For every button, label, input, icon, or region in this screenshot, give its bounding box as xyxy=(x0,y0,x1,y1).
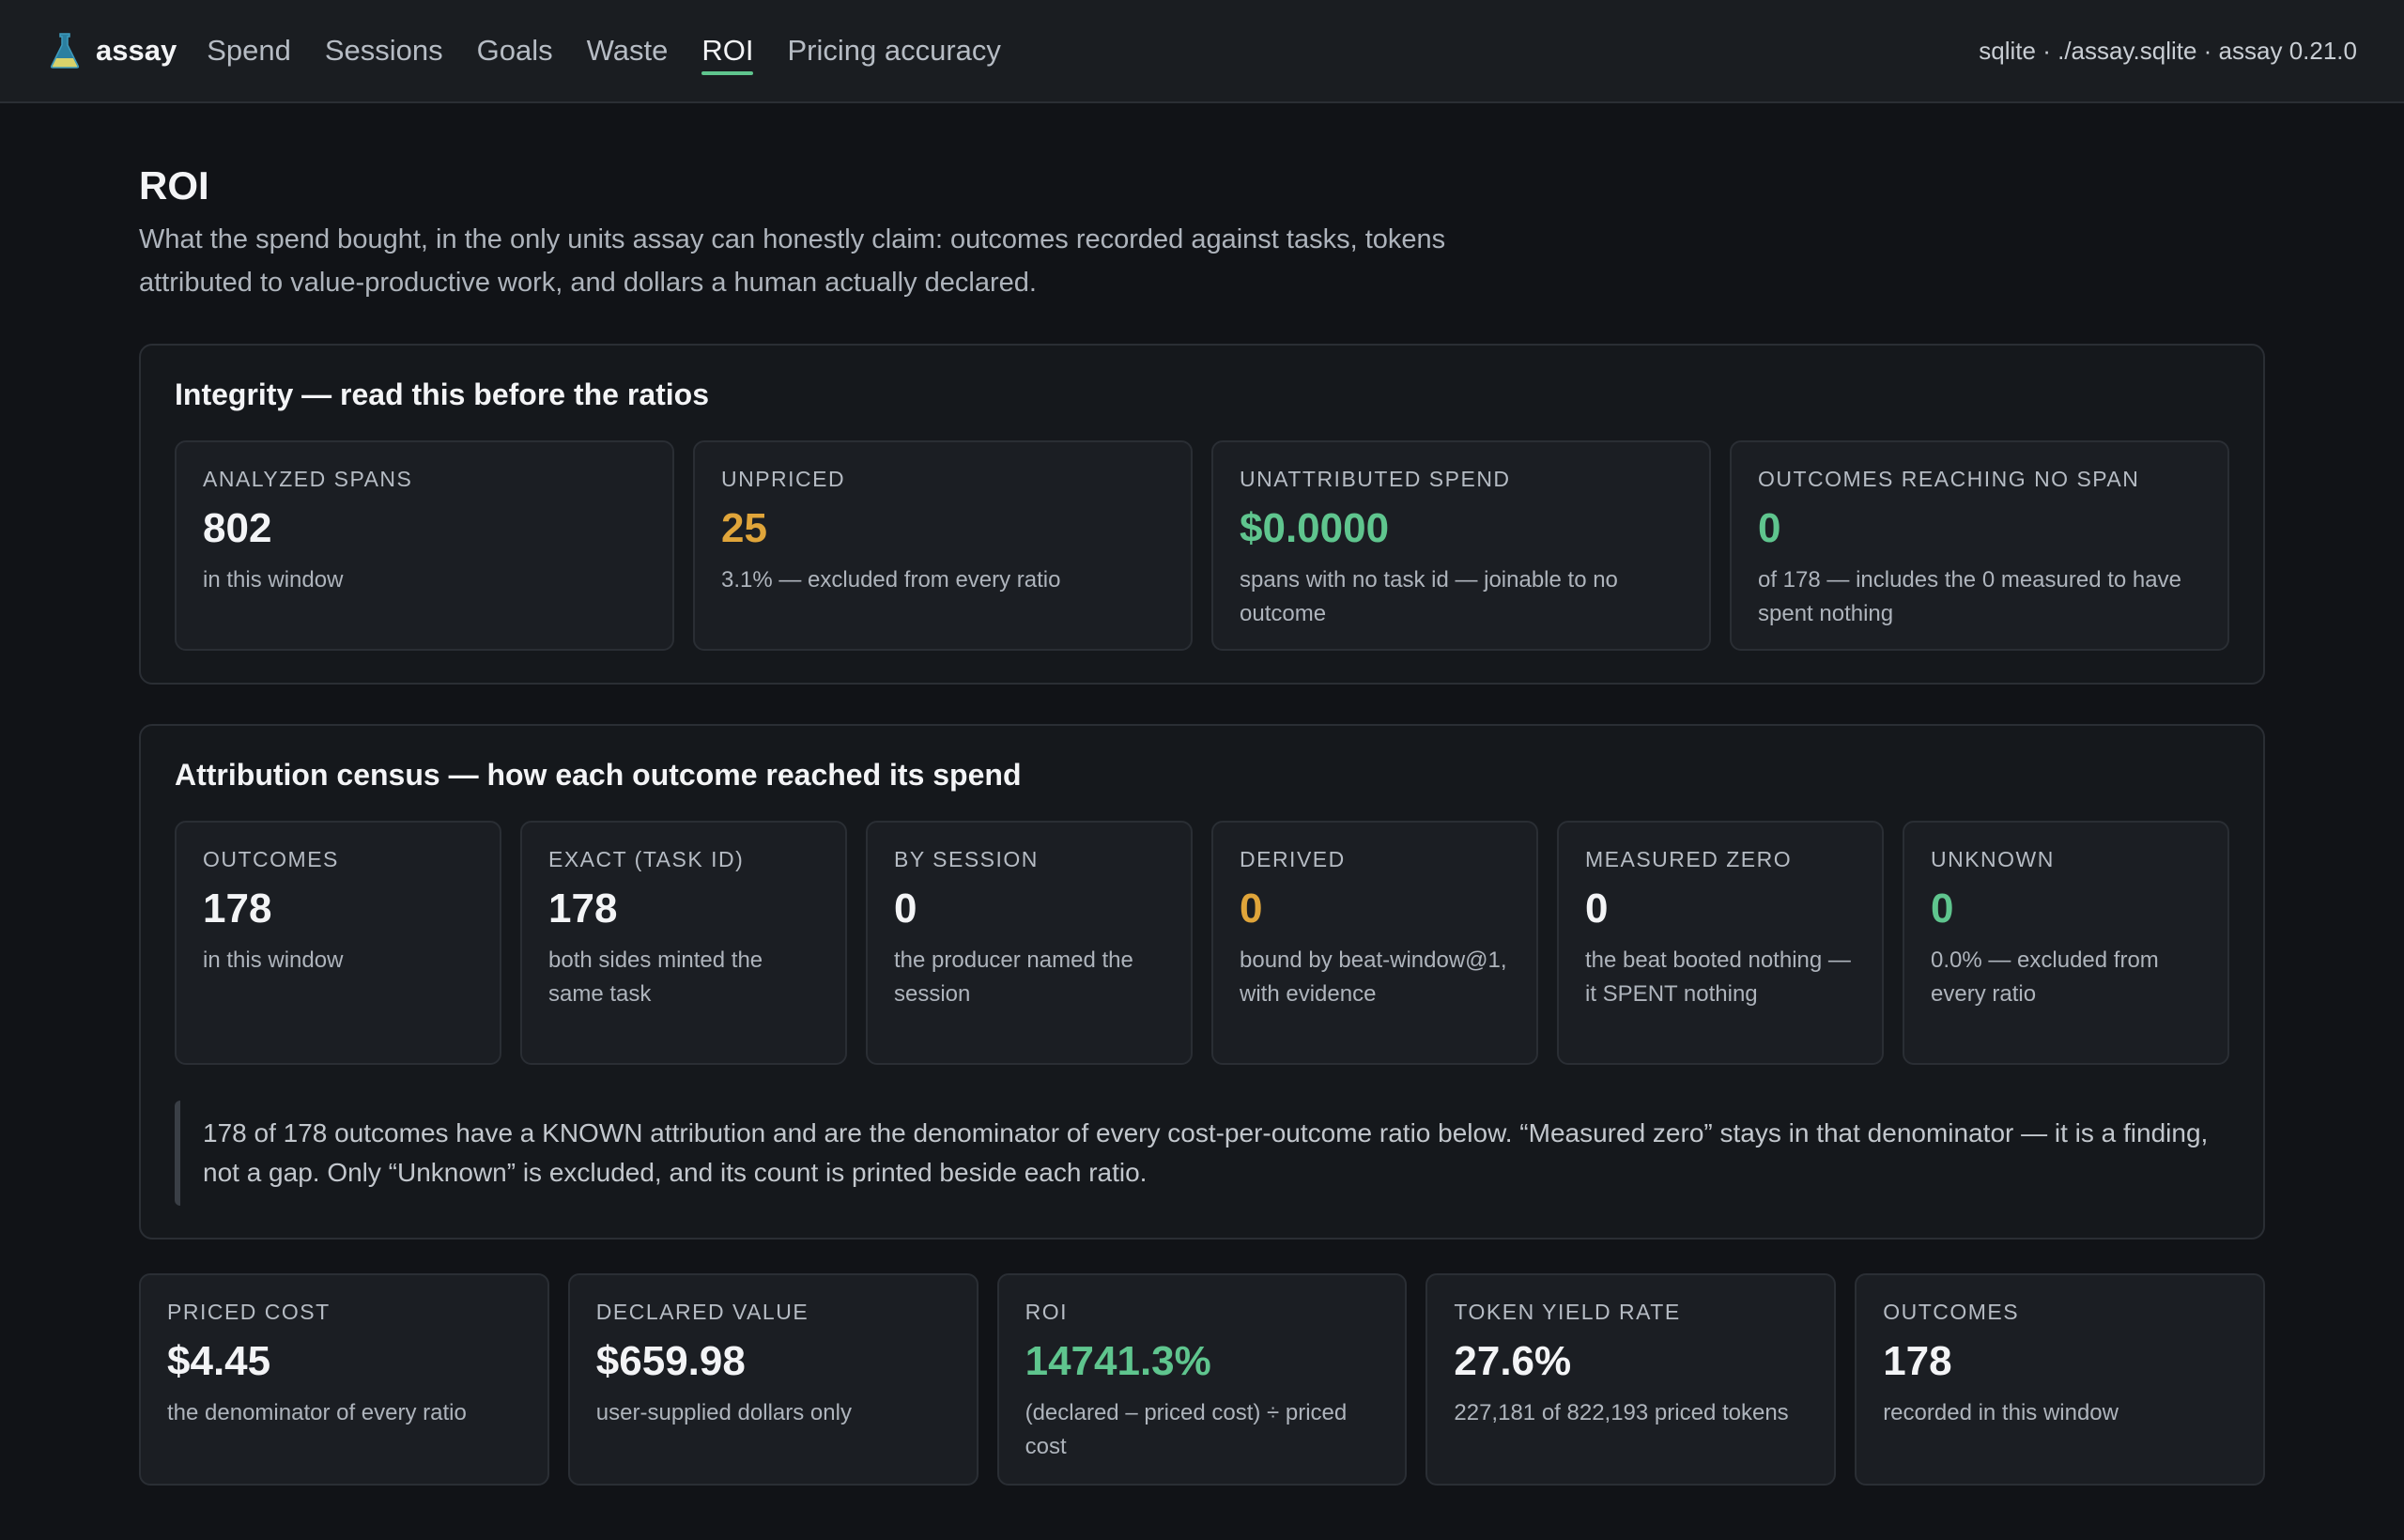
card-note: the denominator of every ratio xyxy=(167,1400,467,1425)
census-explanation-callout: 178 of 178 outcomes have a KNOWN attribu… xyxy=(175,1101,2229,1206)
stat-card-token-yield-rate: TOKEN YIELD RATE 27.6% 227,181 of 822,19… xyxy=(1425,1273,1837,1486)
card-value: 178 xyxy=(203,886,272,932)
card-label: TOKEN YIELD RATE xyxy=(1454,1300,1681,1324)
card-label: OUTCOMES xyxy=(203,847,339,871)
card-label: UNPRICED xyxy=(721,467,846,491)
stat-card-by-session: BY SESSION 0 the producer named the sess… xyxy=(866,821,1193,1065)
main-content: ROI What the spend bought, in the only u… xyxy=(0,163,2404,1486)
card-note: in this window xyxy=(203,567,344,593)
card-note: recorded in this window xyxy=(1883,1400,2119,1425)
card-label: BY SESSION xyxy=(894,847,1039,871)
card-value: 178 xyxy=(548,886,618,932)
card-label: OUTCOMES REACHING NO SPAN xyxy=(1758,467,2140,491)
stat-card-roi: ROI 14741.3% (declared – priced cost) ÷ … xyxy=(996,1273,1408,1486)
card-note: spans with no task id — joinable to no o… xyxy=(1240,567,1618,626)
attribution-census-panel: Attribution census — how each outcome re… xyxy=(139,724,2265,1240)
card-value: 0 xyxy=(1758,505,1781,551)
card-note: 0.0% — excluded from every ratio xyxy=(1931,947,2159,1007)
roi-summary-cards: PRICED COST $4.45 the denominator of eve… xyxy=(139,1273,2265,1486)
nav-waste[interactable]: Waste xyxy=(586,34,669,67)
card-value: 0 xyxy=(1585,886,1609,932)
stat-card-measured-zero: MEASURED ZERO 0 the beat booted nothing … xyxy=(1557,821,1884,1065)
nav-pricing-accuracy[interactable]: Pricing accuracy xyxy=(787,34,1001,67)
stat-card-unpriced: UNPRICED 25 3.1% — excluded from every r… xyxy=(693,440,1193,651)
page-subtitle: What the spend bought, in the only units… xyxy=(139,224,1446,298)
stat-card-outcomes-no-span: OUTCOMES REACHING NO SPAN 0 of 178 — inc… xyxy=(1730,440,2229,651)
card-label: MEASURED ZERO xyxy=(1585,847,1793,871)
card-value: $0.0000 xyxy=(1240,505,1390,551)
nav-spend[interactable]: Spend xyxy=(207,34,291,67)
card-value: 27.6% xyxy=(1454,1338,1572,1384)
card-value: 178 xyxy=(1883,1338,1952,1384)
card-label: DECLARED VALUE xyxy=(595,1300,809,1324)
stat-card-unattributed-spend: UNATTRIBUTED SPEND $0.0000 spans with no… xyxy=(1211,440,1711,651)
card-label: EXACT (TASK ID) xyxy=(548,847,745,871)
stat-card-unknown: UNKNOWN 0 0.0% — excluded from every rat… xyxy=(1903,821,2229,1065)
card-note: (declared – priced cost) ÷ priced cost xyxy=(1025,1400,1348,1459)
app-name: assay xyxy=(96,34,177,67)
card-value: 802 xyxy=(203,505,272,551)
database-info: sqlite · ./assay.sqlite · assay 0.21.0 xyxy=(1979,36,2357,65)
integrity-panel: Integrity — read this before the ratios … xyxy=(139,344,2265,685)
census-title: Attribution census — how each outcome re… xyxy=(175,758,1022,792)
stat-card-exact-task-id: EXACT (TASK ID) 178 both sides minted th… xyxy=(520,821,847,1065)
card-note: of 178 — includes the 0 measured to have… xyxy=(1758,567,2181,626)
card-label: UNATTRIBUTED SPEND xyxy=(1240,467,1511,491)
card-label: OUTCOMES xyxy=(1883,1300,2020,1324)
card-label: DERIVED xyxy=(1240,847,1346,871)
card-value: 0 xyxy=(1240,886,1263,932)
card-label: UNKNOWN xyxy=(1931,847,2055,871)
stat-card-analyzed-spans: ANALYZED SPANS 802 in this window xyxy=(175,440,674,651)
flask-logo-icon xyxy=(50,33,80,69)
top-nav-bar: assay Spend Sessions Goals Waste ROI Pri… xyxy=(0,0,2404,103)
stat-card-declared-value: DECLARED VALUE $659.98 user-supplied dol… xyxy=(567,1273,979,1486)
stat-card-derived: DERIVED 0 bound by beat-window@1, with e… xyxy=(1211,821,1538,1065)
card-value: $659.98 xyxy=(595,1338,746,1384)
nav-sessions[interactable]: Sessions xyxy=(324,34,443,67)
card-value: 0 xyxy=(894,886,917,932)
stat-card-priced-cost: PRICED COST $4.45 the denominator of eve… xyxy=(139,1273,549,1486)
page-title: ROI xyxy=(139,163,209,208)
card-note: user-supplied dollars only xyxy=(595,1400,852,1425)
card-value: 25 xyxy=(721,505,767,551)
card-value: 14741.3% xyxy=(1025,1338,1211,1384)
card-label: PRICED COST xyxy=(167,1300,331,1324)
card-label: ANALYZED SPANS xyxy=(203,467,413,491)
integrity-cards: ANALYZED SPANS 802 in this window UNPRIC… xyxy=(175,440,2229,651)
stat-card-outcomes-total: OUTCOMES 178 recorded in this window xyxy=(1855,1273,2265,1486)
main-nav: Spend Sessions Goals Waste ROI Pricing a… xyxy=(207,0,1035,101)
card-note: bound by beat-window@1, with evidence xyxy=(1240,947,1507,1007)
card-note: 3.1% — excluded from every ratio xyxy=(721,567,1061,593)
card-note: 227,181 of 822,193 priced tokens xyxy=(1454,1400,1789,1425)
card-note: the beat booted nothing — it SPENT nothi… xyxy=(1585,947,1851,1007)
stat-card-outcomes: OUTCOMES 178 in this window xyxy=(175,821,501,1065)
card-value: 0 xyxy=(1931,886,1954,932)
card-value: $4.45 xyxy=(167,1338,271,1384)
card-note: in this window xyxy=(203,947,344,973)
card-label: ROI xyxy=(1025,1300,1068,1324)
census-cards: OUTCOMES 178 in this window EXACT (TASK … xyxy=(175,821,2229,1065)
card-note: the producer named the session xyxy=(894,947,1133,1007)
nav-goals[interactable]: Goals xyxy=(476,34,553,67)
brand[interactable]: assay xyxy=(49,32,177,69)
nav-roi[interactable]: ROI xyxy=(701,0,754,101)
integrity-title: Integrity — read this before the ratios xyxy=(175,377,709,411)
card-note: both sides minted the same task xyxy=(548,947,763,1007)
